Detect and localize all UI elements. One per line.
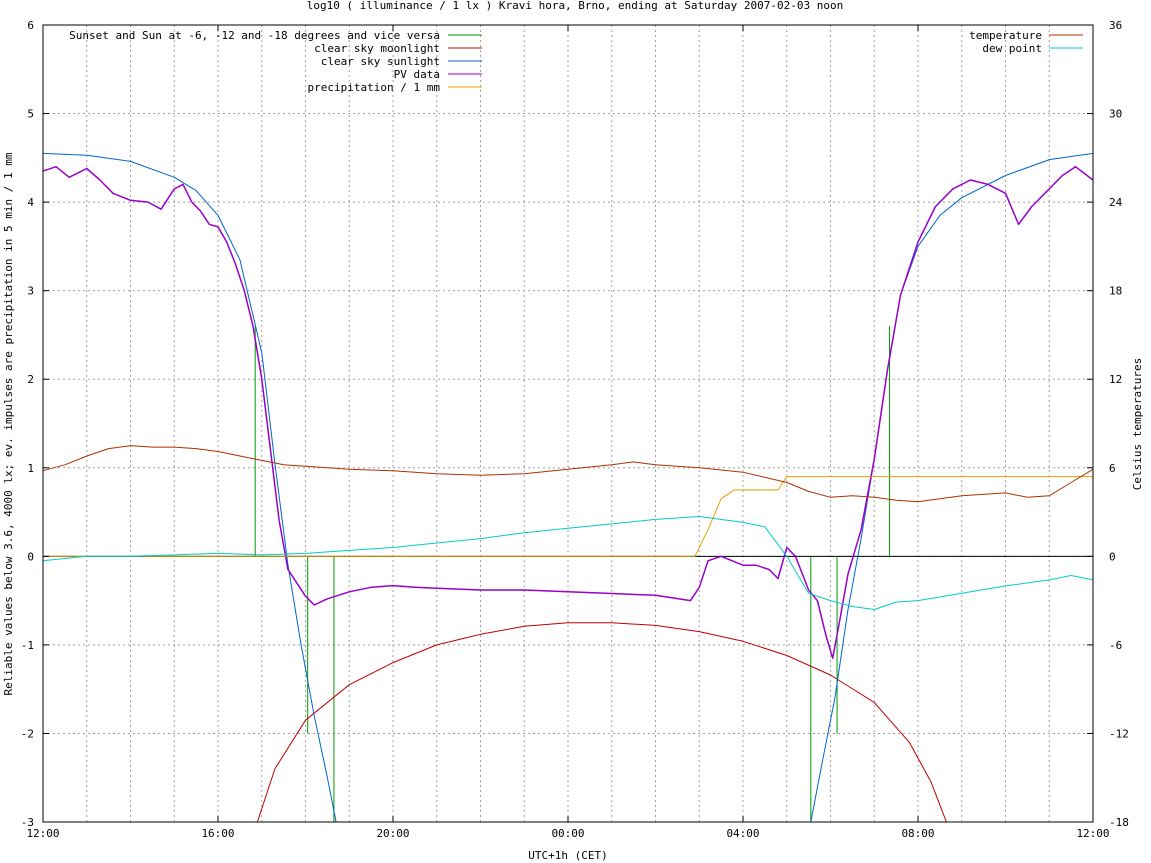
y-tick-label: 5 [27, 108, 34, 121]
y-tick-label: -3 [21, 816, 34, 829]
x-tick-label: 04:00 [726, 827, 759, 840]
y2-tick-label: 12 [1109, 373, 1122, 386]
y2-tick-label: -12 [1109, 727, 1129, 740]
y2-tick-label: 30 [1109, 108, 1122, 121]
chart-title: log10 ( illuminance / 1 lx ) Kravi hora,… [307, 0, 843, 12]
y2-tick-label: 36 [1109, 19, 1122, 32]
y-tick-label: 2 [27, 373, 34, 386]
y-tick-label: 4 [27, 196, 34, 209]
y2-tick-label: -18 [1109, 816, 1129, 829]
series-line-precipitation-1-mm [43, 476, 1093, 557]
y-tick-label: 1 [27, 462, 34, 475]
legend-label: PV data [394, 68, 440, 81]
y-tick-label: -2 [21, 727, 34, 740]
legend-label: precipitation / 1 mm [308, 81, 441, 94]
axis-ticks: 12:00 16:00 20:00 00:00 04:00 08:00 12:00-3-2-… [21, 19, 1129, 840]
x-tick-label: 08:00 [901, 827, 934, 840]
y-tick-label: 3 [27, 285, 34, 298]
series-line-temperature [42, 445, 1094, 503]
series-line-clear-sky-moonlight [256, 622, 947, 823]
y2-tick-label: 24 [1109, 196, 1123, 209]
x-tick-label: 00:00 [551, 827, 584, 840]
series-group [42, 152, 1094, 823]
y2-axis-label: Celsius temperatures [1131, 358, 1144, 490]
x-tick-label: 12:00 [26, 827, 59, 840]
y2-tick-label: -6 [1109, 639, 1122, 652]
legend-label: clear sky moonlight [314, 42, 440, 55]
y-axis-label: Reliable values below 3.6, 4000 lx; ev. … [2, 152, 15, 695]
y2-tick-label: 18 [1109, 285, 1122, 298]
y2-tick-label: 6 [1109, 462, 1116, 475]
legend-label: clear sky sunlight [321, 55, 440, 68]
y2-tick-label: 0 [1109, 550, 1116, 563]
legend-label: Sunset and Sun at -6, -12 and -18 degree… [69, 29, 440, 42]
series-line-pv-data [42, 165, 1094, 659]
x-tick-label: 12:00 [1076, 827, 1109, 840]
x-axis-label: UTC+1h (CET) [528, 849, 607, 862]
series-line-dew-point [42, 516, 1094, 610]
legend-label: temperature [969, 29, 1042, 42]
y-tick-label: -1 [21, 639, 34, 652]
legend-label: dew point [982, 42, 1042, 55]
x-tick-label: 20:00 [376, 827, 409, 840]
y-tick-label: 0 [27, 550, 34, 563]
x-tick-label: 16:00 [201, 827, 234, 840]
y-tick-label: 6 [27, 19, 34, 32]
legend: Sunset and Sun at -6, -12 and -18 degree… [69, 29, 1083, 94]
